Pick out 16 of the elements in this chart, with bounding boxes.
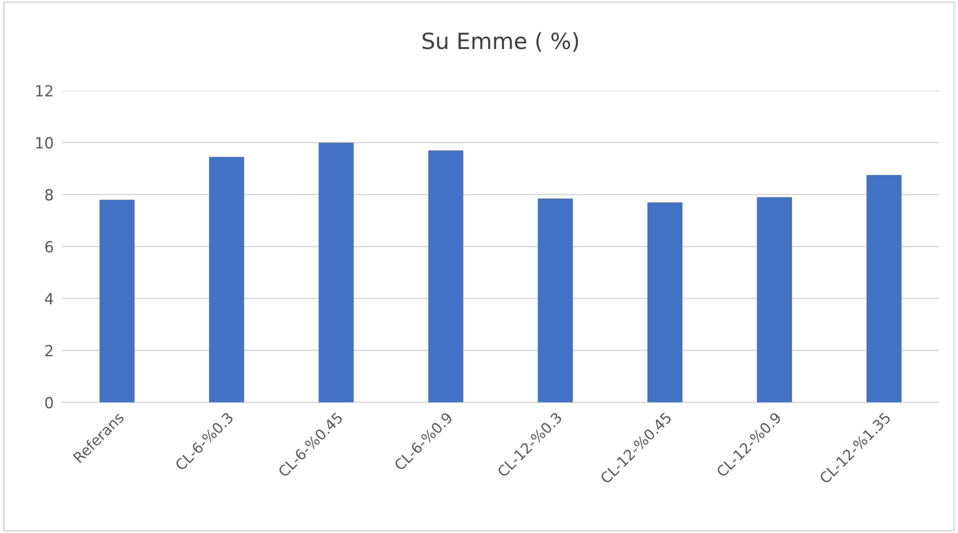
bar bbox=[538, 198, 573, 402]
bar bbox=[100, 200, 135, 402]
bar bbox=[756, 197, 792, 402]
bar bbox=[866, 175, 902, 402]
bar bbox=[209, 156, 244, 402]
bar bbox=[318, 142, 354, 402]
y-tick-label: 6 bbox=[45, 240, 53, 253]
y-tick-label: 2 bbox=[45, 344, 52, 356]
chart-title: Su Emme ( %) bbox=[422, 32, 578, 52]
y-tick-label: 10 bbox=[36, 137, 53, 149]
y-tick-label: 0 bbox=[45, 396, 53, 408]
y-tick-label: 12 bbox=[36, 85, 52, 96]
y-tick-label: 8 bbox=[45, 189, 53, 201]
bar bbox=[428, 150, 464, 402]
y-tick-label: 4 bbox=[44, 293, 54, 304]
bar bbox=[647, 202, 682, 402]
